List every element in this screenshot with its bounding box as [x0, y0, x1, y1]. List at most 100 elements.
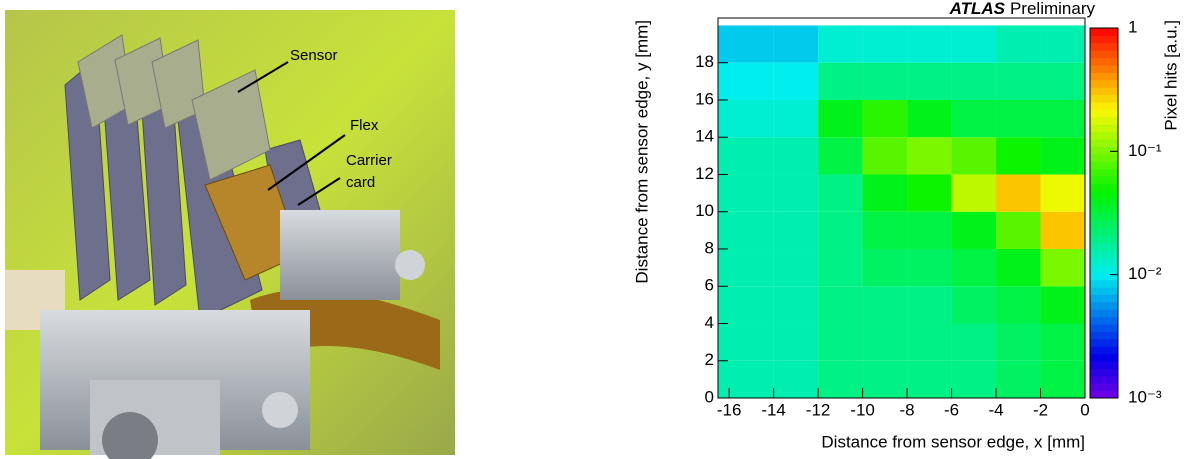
heatmap-cell — [907, 137, 952, 175]
heatmap-cell — [996, 323, 1041, 361]
colorbar-band — [1090, 383, 1118, 392]
colorbar-band — [1090, 235, 1118, 244]
heatmap-cell — [1040, 62, 1085, 100]
heatmap-cell — [951, 211, 997, 249]
colorbar-band — [1090, 390, 1118, 399]
colorbar-band — [1090, 146, 1118, 155]
heatmap-cell — [718, 25, 774, 63]
colorbar-band — [1090, 279, 1118, 288]
photo-label: Flex — [350, 117, 379, 134]
y-axis-label: Distance from sensor edge, y [mm] — [632, 20, 651, 284]
heatmap-cell — [1040, 360, 1085, 398]
heatmap-cell — [773, 286, 819, 324]
heatmap-cell — [818, 360, 863, 398]
heatmap-cell — [718, 323, 774, 361]
heatmap-cell — [862, 99, 908, 138]
heatmap-cell — [996, 137, 1041, 175]
photo — [5, 10, 455, 459]
heatmap-cell — [996, 25, 1041, 63]
photo-label: Carrier card — [346, 152, 392, 191]
heatmap-cell — [718, 211, 774, 249]
heatmap-cell — [818, 62, 863, 100]
colorbar-band — [1090, 375, 1118, 384]
colorbar-band — [1090, 220, 1118, 229]
heatmap-cell — [907, 25, 952, 63]
heatmap-cell — [996, 360, 1041, 398]
heatmap-cell — [818, 99, 863, 138]
colorbar-band — [1090, 242, 1118, 251]
z-tick-label: 10⁻¹ — [1128, 141, 1162, 160]
colorbar-band — [1090, 139, 1118, 147]
x-tick-label: 0 — [1080, 400, 1089, 419]
colorbar-band — [1090, 87, 1118, 96]
colorbar-band — [1090, 124, 1118, 133]
y-tick-label: 6 — [705, 276, 714, 295]
heatmap-cell — [907, 174, 952, 212]
colorbar-band — [1090, 176, 1118, 184]
colorbar-band — [1090, 324, 1118, 332]
colorbar-band — [1090, 346, 1118, 355]
heatmap-cell — [862, 137, 908, 175]
heatmap-cell — [818, 211, 863, 249]
heatmap-cell — [773, 248, 819, 287]
z-tick-label: 1 — [1128, 17, 1137, 36]
heatmap-cell — [718, 174, 774, 212]
heatmap-cell — [862, 174, 908, 212]
colorbar-band — [1090, 131, 1118, 140]
y-tick-label: 10 — [695, 201, 714, 220]
heatmap-cell — [862, 360, 908, 398]
heatmap-cell — [773, 99, 819, 138]
y-tick-label: 14 — [695, 127, 714, 146]
heatmap-cell — [862, 211, 908, 249]
colorbar-band — [1090, 72, 1118, 81]
heatmap-cell — [996, 62, 1041, 100]
heatmap-cell — [773, 323, 819, 361]
colorbar-band — [1090, 368, 1118, 377]
heatmap-cell — [718, 137, 774, 175]
heatmap-cell — [773, 137, 819, 175]
heatmap-cell — [773, 360, 819, 398]
heatmap-cell — [951, 360, 997, 398]
heatmap-cell — [773, 25, 819, 63]
colorbar-band — [1090, 250, 1118, 258]
colorbar-band — [1090, 272, 1118, 281]
z-axis-label: Pixel hits [a.u.] — [1161, 20, 1180, 131]
colorbar-band — [1090, 294, 1118, 303]
x-tick-label: -14 — [761, 400, 786, 419]
y-tick-label: 2 — [705, 350, 714, 369]
colorbar-band — [1090, 28, 1118, 36]
heatmap-cell — [907, 62, 952, 100]
colorbar-band — [1090, 161, 1118, 170]
heatmap-cell — [862, 62, 908, 100]
heatmap-cell — [718, 62, 774, 100]
experiment: ATLAS — [949, 0, 1006, 18]
x-tick-label: -4 — [988, 400, 1003, 419]
heatmap-cell — [1040, 248, 1085, 287]
heatmap-cell — [773, 211, 819, 249]
heatmap-cell — [907, 248, 952, 287]
heatmap-cell — [951, 25, 997, 63]
colorbar-band — [1090, 331, 1118, 340]
colorbar-band — [1090, 50, 1118, 59]
heatmap-cell — [907, 286, 952, 324]
heatmap-cell — [1040, 25, 1085, 63]
heatmap-cell — [951, 248, 997, 287]
heatmap-cell — [907, 323, 952, 361]
x-axis-label: Distance from sensor edge, x [mm] — [821, 432, 1085, 451]
x-tick-label: -16 — [717, 400, 742, 419]
colorbar-band — [1090, 361, 1118, 369]
z-tick-label: 10⁻³ — [1128, 387, 1162, 406]
colorbar-band — [1090, 213, 1118, 221]
colorbar-band — [1090, 94, 1118, 103]
x-tick-label: -8 — [899, 400, 914, 419]
heatmap-cell — [951, 323, 997, 361]
colorbar-band — [1090, 287, 1118, 295]
heatmap-cell — [951, 99, 997, 138]
colorbar-band — [1090, 316, 1118, 325]
heatmap-cell — [1040, 211, 1085, 249]
heatmap-cell — [996, 99, 1041, 138]
colorbar-band — [1090, 190, 1118, 199]
y-tick-label: 16 — [695, 89, 714, 108]
x-tick-label: -6 — [944, 400, 959, 419]
